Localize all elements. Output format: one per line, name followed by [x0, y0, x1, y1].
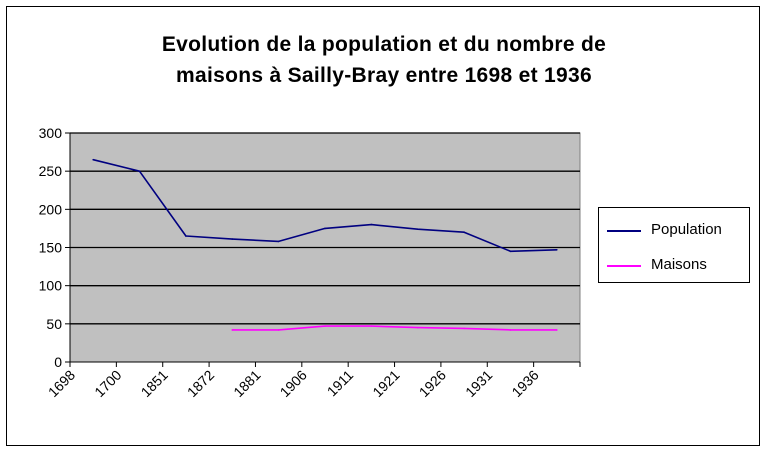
- data-point-maisons-1931: [509, 329, 512, 331]
- chart-title-line-1: Evolution de la population et du nombre …: [161, 33, 607, 56]
- y-tick-label-150: 150: [39, 240, 63, 256]
- data-point-population-1881: [277, 240, 280, 243]
- data-point-maisons-1881: [277, 329, 280, 331]
- data-point-population-1698: [92, 158, 94, 161]
- data-point-population-1911: [370, 223, 373, 226]
- data-point-population-1931: [509, 250, 512, 253]
- y-tick-label-0: 0: [54, 354, 62, 370]
- x-tick-label-1911: 1911: [324, 367, 357, 400]
- y-tick-label-100: 100: [39, 278, 63, 294]
- y-tick-label-50: 50: [46, 316, 62, 332]
- legend-swatch-maisons: [607, 265, 641, 267]
- series-line-maisons: [232, 325, 557, 331]
- chart-title-line-2: maisons à Sailly-Bray entre 1698 et 1936: [176, 64, 592, 87]
- x-tick-label-1921: 1921: [369, 367, 402, 400]
- data-point-population-1872: [231, 238, 234, 240]
- data-point-population-1921: [416, 228, 419, 230]
- x-tick-label-1700: 1700: [91, 367, 124, 400]
- chart-title: Evolution de la population et du nombre …: [7, 29, 761, 91]
- data-point-maisons-1936: [556, 329, 558, 331]
- x-tick-label-1851: 1851: [138, 367, 171, 400]
- x-tick-label-1698: 1698: [45, 367, 78, 400]
- x-tick-label-1926: 1926: [416, 367, 449, 400]
- legend-item-maisons: Maisons: [607, 255, 747, 275]
- data-point-population-1926: [463, 231, 465, 234]
- legend-label-population: Population: [651, 221, 722, 238]
- legend-item-population: Population: [607, 220, 747, 240]
- legend-label-maisons: Maisons: [651, 256, 707, 273]
- x-tick-label-1881: 1881: [230, 367, 263, 400]
- data-point-population-1906: [324, 227, 326, 230]
- chart-legend: Population Maisons: [598, 207, 750, 283]
- data-point-maisons-1906: [324, 325, 326, 327]
- data-point-maisons-1926: [463, 327, 465, 330]
- y-tick-label-300: 300: [39, 125, 63, 141]
- data-point-population-1700: [138, 170, 141, 172]
- x-tick-label-1931: 1931: [462, 367, 495, 400]
- y-tick-label-250: 250: [39, 163, 63, 179]
- data-point-maisons-1911: [370, 325, 373, 327]
- y-tick-label-200: 200: [39, 201, 63, 217]
- data-point-maisons-1872: [231, 329, 234, 331]
- x-tick-label-1906: 1906: [277, 367, 310, 400]
- legend-swatch-population: [607, 230, 641, 232]
- x-tick-label-1936: 1936: [508, 367, 541, 400]
- x-tick-label-1872: 1872: [184, 367, 217, 400]
- data-point-population-1936: [556, 248, 558, 251]
- data-point-population-1851: [185, 235, 187, 237]
- data-point-maisons-1921: [416, 326, 419, 329]
